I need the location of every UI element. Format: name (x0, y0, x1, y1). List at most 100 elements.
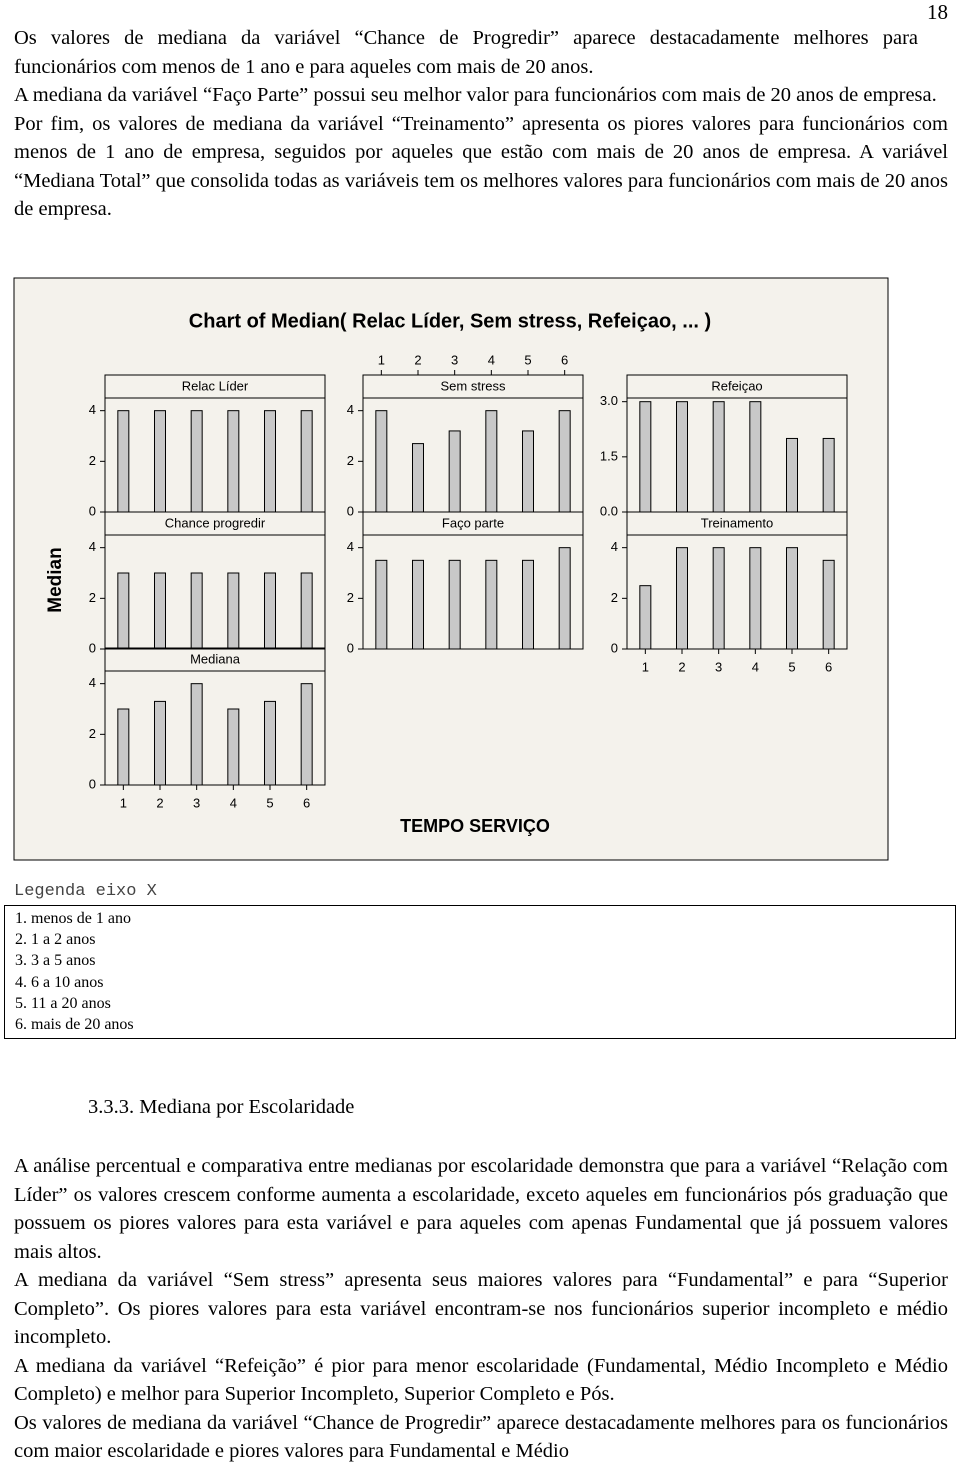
x-axis-label: TEMPO SERVIÇO (400, 816, 550, 836)
legend: 1. menos de 1 ano 2. 1 a 2 anos 3. 3 a 5 a… (4, 905, 956, 1039)
y-tick-label: 2 (89, 726, 96, 741)
section-heading: 3.3.3. Mediana por Escolaridade (88, 1096, 355, 1118)
bar (300, 572, 313, 650)
bar (749, 401, 762, 513)
x-tick-label: 1 (378, 352, 385, 367)
x-tick-label: 3 (193, 795, 200, 810)
x-tick-label: 3 (451, 352, 458, 367)
bar (190, 683, 203, 786)
y-tick-label: 4 (89, 539, 96, 554)
bar (558, 410, 571, 513)
x-tick-label: 4 (488, 352, 495, 367)
y-tick-label: 2 (89, 590, 96, 605)
legend-item: 6. mais de 20 anos (15, 1016, 134, 1034)
y-tick-label: 4 (347, 539, 354, 554)
bar (676, 401, 688, 513)
paragraph: A mediana da variável “Sem stress” apres… (14, 1269, 948, 1348)
bar (264, 410, 276, 513)
y-tick-label: 4 (347, 402, 354, 417)
bar (300, 410, 313, 513)
text-bottom: A análise percentual e comparativa entre… (14, 1152, 948, 1466)
x-tick-label: 4 (230, 795, 237, 810)
x-tick-label: 2 (156, 795, 163, 810)
y-tick-label: 0 (347, 640, 354, 655)
bar (154, 410, 166, 513)
panel-frame (626, 511, 848, 650)
bar (448, 559, 461, 650)
bar (227, 572, 240, 650)
paragraph: Os valores de mediana da variável “Chanc… (14, 27, 918, 78)
bar (522, 559, 534, 650)
y-tick-label: 2 (347, 453, 354, 468)
paragraph: Por fim, os valores de mediana da variáv… (14, 112, 948, 221)
legend-item: 2. 1 a 2 anos (15, 931, 96, 949)
y-tick-label: 4 (89, 675, 96, 690)
paragraph: A mediana da variável “Faço Parte” possu… (14, 84, 937, 106)
bar (822, 559, 835, 650)
x-tick-label: 6 (825, 659, 832, 674)
x-tick-label: 2 (678, 659, 685, 674)
y-tick-label: 0 (611, 640, 618, 655)
chart: Chart of Median( Relac Líder, Sem stress… (13, 277, 889, 861)
x-tick-label: 5 (266, 795, 273, 810)
bar (264, 572, 276, 650)
y-tick-label: 0 (347, 503, 354, 518)
panel-frame (104, 647, 326, 786)
bar (749, 547, 762, 650)
bar (712, 401, 725, 513)
bar (712, 547, 725, 650)
bar (822, 437, 835, 513)
legend-item: 5. 11 a 20 anos (15, 994, 111, 1012)
y-tick-label: 0 (89, 503, 96, 518)
paragraph: A análise percentual e comparativa entre… (14, 1155, 948, 1263)
x-tick-label: 1 (642, 659, 649, 674)
y-tick-label: 2 (611, 590, 618, 605)
bar (676, 547, 688, 650)
x-tick-label: 4 (752, 659, 759, 674)
bar (154, 572, 166, 650)
bar (485, 559, 498, 650)
bar (639, 585, 652, 650)
bar (558, 547, 571, 650)
bar (117, 410, 130, 513)
x-tick-label: 5 (524, 352, 531, 367)
bar (639, 401, 652, 513)
y-tick-label: 1.5 (600, 448, 618, 463)
panel-frame (104, 511, 326, 650)
panel-title: Chance progredir (165, 515, 266, 530)
y-tick-label: 4 (611, 539, 618, 554)
bar (375, 559, 388, 650)
legend-title: Legenda eixo X (14, 882, 157, 901)
y-tick-label: 4 (89, 402, 96, 417)
panel-frame (362, 511, 584, 650)
paragraph: A mediana da variável “Refeição” é pior … (14, 1354, 948, 1406)
x-tick-label: 1 (120, 795, 127, 810)
paragraph: Os valores de mediana da variável “Chanc… (14, 1411, 948, 1463)
x-tick-label: 3 (715, 659, 722, 674)
y-tick-label: 2 (347, 590, 354, 605)
bar (786, 547, 798, 650)
panel-title: Sem stress (440, 378, 506, 393)
page-number: 18 (927, 0, 948, 24)
text-top: Os valores de mediana da variável “Chanc… (14, 24, 948, 224)
bar (264, 700, 276, 786)
chart-title: Chart of Median( Relac Líder, Sem stress… (189, 310, 711, 332)
x-tick-label: 2 (414, 352, 421, 367)
bar (154, 700, 166, 786)
bar (300, 683, 313, 786)
y-tick-label: 0 (89, 640, 96, 655)
y-axis-label: Median (45, 547, 66, 612)
bar (227, 708, 240, 786)
panel-title: Faço parte (442, 515, 504, 530)
bar (786, 437, 798, 513)
legend-item: 3. 3 a 5 anos (15, 952, 96, 970)
bar (190, 572, 203, 650)
bar (227, 410, 240, 513)
bar (412, 559, 424, 650)
bar (485, 410, 498, 513)
y-tick-label: 3.0 (600, 393, 618, 408)
bar (117, 572, 130, 650)
legend-item: 1. menos de 1 ano (15, 910, 131, 927)
bar (117, 708, 130, 786)
